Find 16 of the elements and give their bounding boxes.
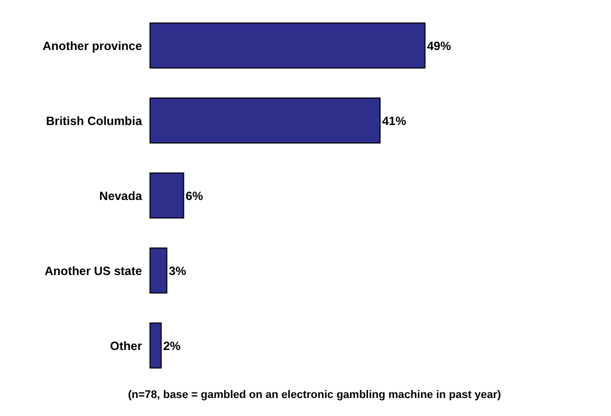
y-tick-label: British Columbia bbox=[46, 114, 142, 128]
bar bbox=[150, 248, 168, 294]
bar bbox=[150, 22, 426, 68]
y-tick-label: Another US state bbox=[44, 264, 142, 278]
text: (n=78, base = gambled on an electronic gambling machine in past year) bbox=[128, 389, 502, 401]
y-tick-label: Another province bbox=[42, 38, 142, 53]
bar bbox=[150, 322, 162, 368]
data-label: 2% bbox=[163, 338, 181, 353]
data-label: 6% bbox=[186, 188, 204, 203]
data-label: 41% bbox=[382, 114, 406, 128]
y-tick-label: Other bbox=[110, 338, 142, 353]
data-label: 49% bbox=[427, 38, 452, 53]
y-tick-label: Nevada bbox=[99, 188, 142, 203]
data-label: 3% bbox=[168, 264, 187, 278]
bar bbox=[150, 172, 184, 218]
bar bbox=[150, 98, 381, 144]
